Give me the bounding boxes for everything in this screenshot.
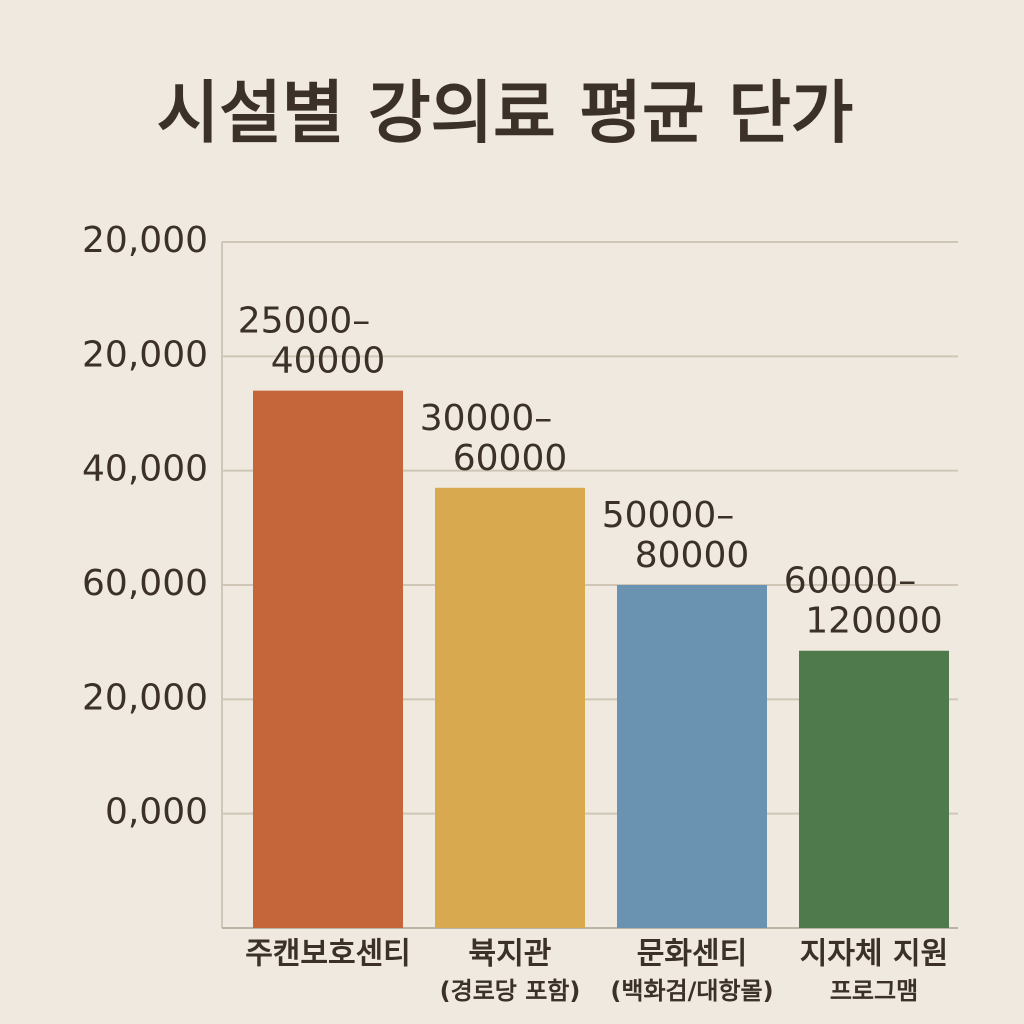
y-tick-label: 20,000 [82, 677, 208, 718]
bar-annotation: 25000– [238, 301, 371, 342]
chart-title: 시설별 강의료 평균 단가 [157, 75, 854, 154]
bar [617, 585, 767, 928]
bar [253, 390, 403, 929]
bar-annotation: 120000 [805, 601, 942, 642]
bar-annotation: 50000– [602, 495, 735, 536]
x-tick-label: 뷱지관 [469, 937, 552, 972]
x-tick-label: 문화센티 [637, 937, 747, 972]
bar [435, 487, 585, 928]
y-tick-label: 20,000 [82, 334, 208, 375]
y-tick-label: 40,000 [82, 449, 208, 490]
bar-annotation: 60000 [453, 438, 568, 479]
x-tick-label: (경로당 포함) [440, 977, 581, 1005]
y-tick-label: 0,000 [105, 792, 208, 833]
bar-annotation: 40000 [271, 341, 386, 382]
x-tick-label: (백화검/대항몰) [610, 977, 773, 1005]
x-tick-label: 주캔보호센티 [245, 937, 411, 972]
bar-annotation: 80000 [635, 535, 750, 576]
bar [799, 650, 949, 928]
bar-annotation: 30000– [420, 398, 553, 439]
x-tick-label: 프로그맴 [830, 977, 918, 1005]
x-tick-label: 지자체 지원 [800, 937, 948, 972]
y-tick-label: 60,000 [82, 563, 208, 604]
y-tick-label: 20,000 [82, 220, 208, 261]
bar-annotation: 60000– [784, 561, 917, 602]
